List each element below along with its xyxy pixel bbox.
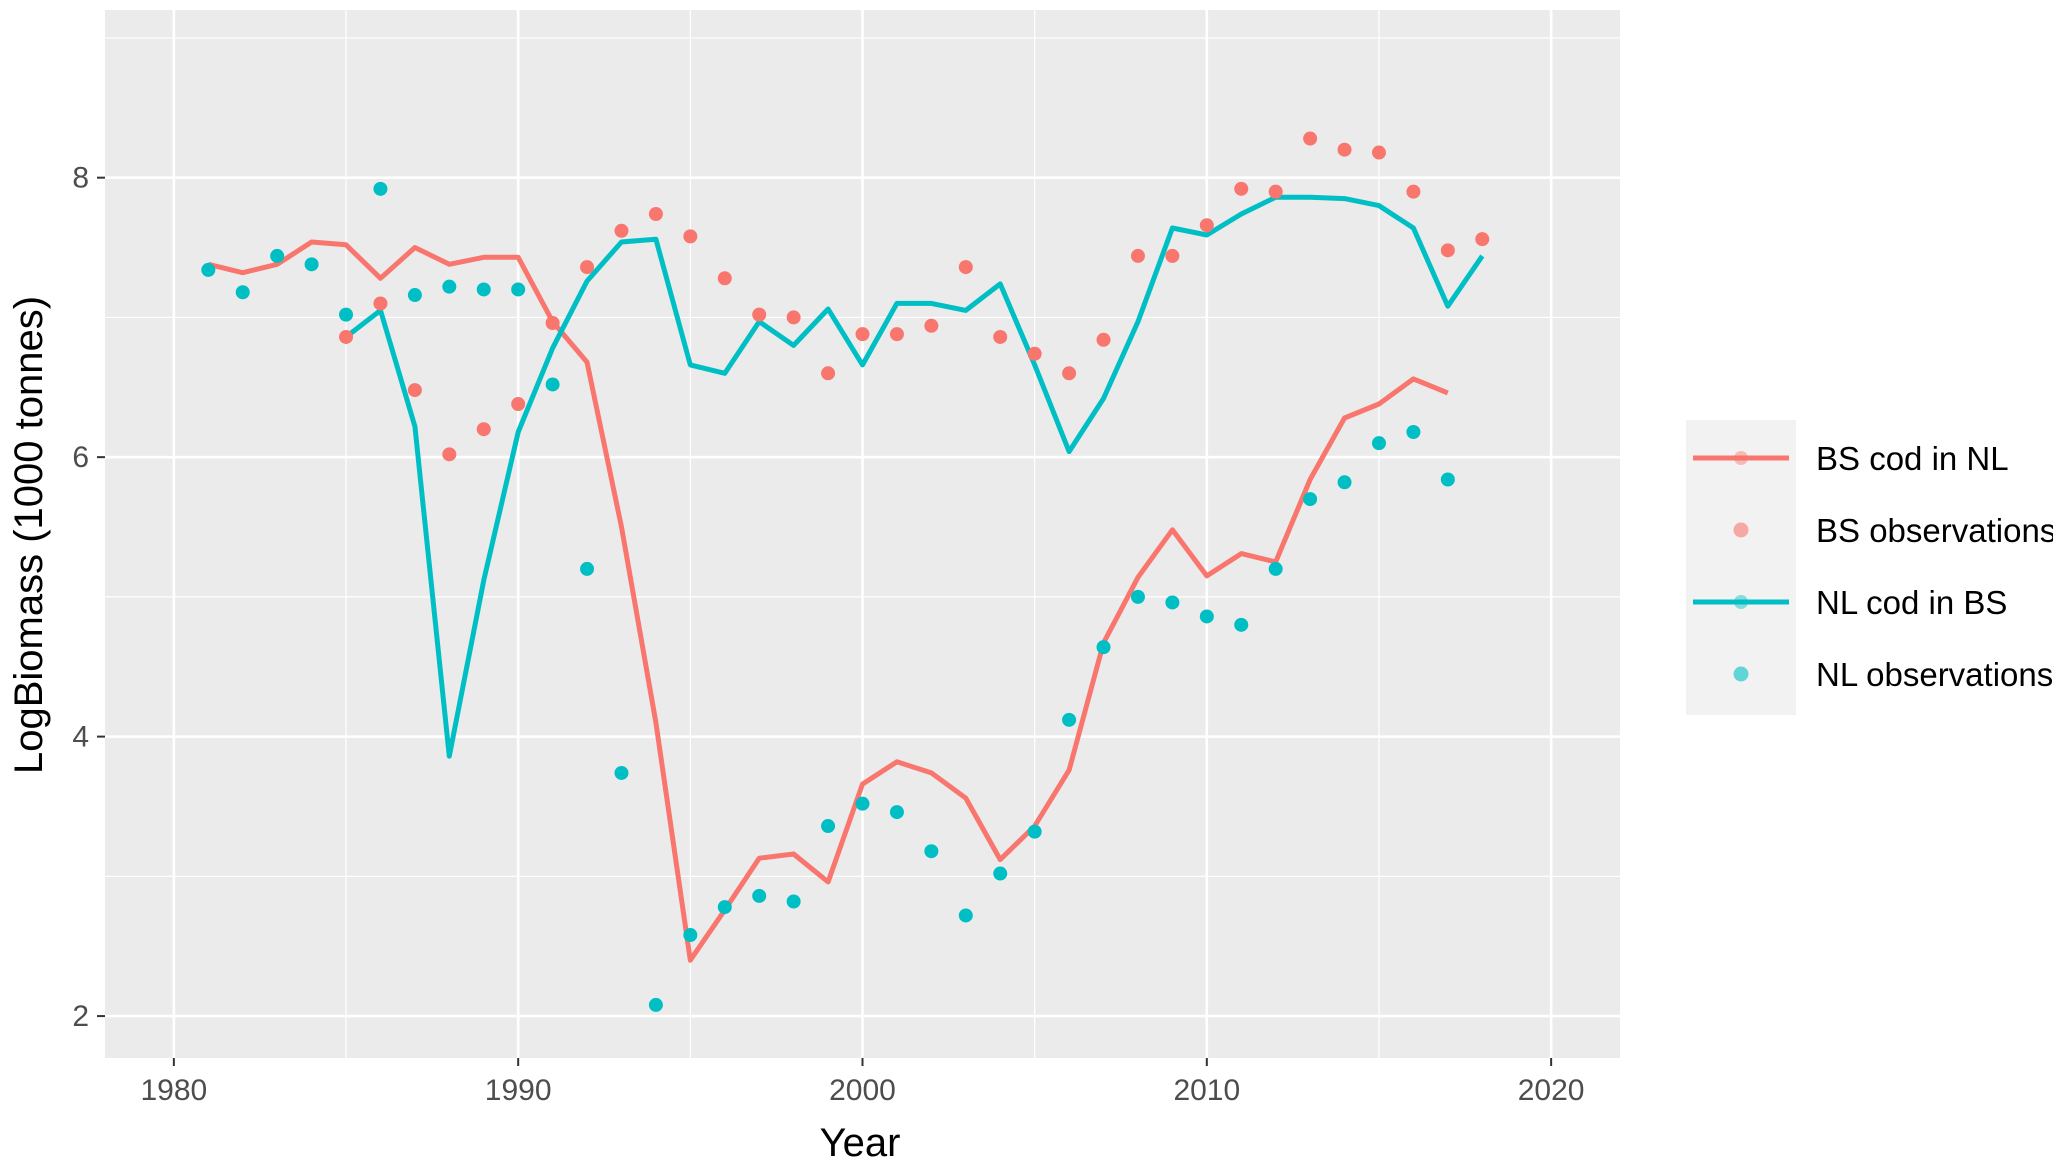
data-point-nl-observations [1303, 492, 1318, 507]
data-point-nl-observations [993, 866, 1008, 881]
x-tick-label: 1990 [485, 1074, 552, 1107]
data-point-nl-observations [1096, 640, 1111, 655]
y-axis-title: LogBiomass (1000 tonnes) [7, 296, 51, 774]
data-point-nl-observations [580, 561, 595, 576]
data-point-nl-observations [683, 928, 698, 943]
data-point-bs-observations [1234, 181, 1249, 196]
data-point-nl-observations [442, 279, 457, 294]
data-point-bs-observations [511, 397, 526, 412]
data-point-bs-observations [476, 422, 491, 437]
data-point-bs-observations [614, 223, 629, 238]
legend-label-bs-observations: BS observations [1816, 512, 2053, 549]
data-point-nl-observations [407, 288, 422, 303]
data-point-nl-observations [270, 248, 285, 263]
legend-label-nl-cod-in-bs: NL cod in BS [1816, 584, 2007, 621]
data-point-bs-observations [1130, 248, 1145, 263]
data-point-bs-observations [339, 329, 354, 344]
data-point-bs-observations [373, 296, 388, 311]
legend-key-background [1686, 420, 1796, 715]
series-line-nl-cod-in-bs [344, 194, 1485, 759]
x-tick-label: 2020 [1518, 1074, 1585, 1107]
data-point-bs-observations [958, 260, 973, 275]
data-point-nl-observations [1371, 436, 1386, 451]
y-axis: 2 4 6 8 [72, 162, 105, 1033]
data-point-bs-observations [1027, 346, 1042, 361]
data-point-nl-observations [304, 257, 319, 272]
data-point-nl-observations [339, 307, 354, 322]
data-point-bs-observations [1199, 218, 1214, 233]
legend: BS cod in NL BS observations NL cod in BS N… [1686, 420, 2053, 715]
data-point-bs-observations [1475, 232, 1490, 247]
data-point-nl-observations [1062, 712, 1077, 727]
data-point-bs-observations [889, 327, 904, 342]
data-point-nl-observations [1199, 609, 1214, 624]
data-point-nl-observations [786, 894, 801, 909]
data-point-nl-observations [1130, 589, 1145, 604]
data-point-nl-observations [235, 285, 250, 300]
data-point-bs-observations [1303, 131, 1318, 146]
data-point-bs-observations [545, 316, 560, 331]
data-point-bs-observations [717, 271, 732, 286]
data-point-bs-observations [993, 329, 1008, 344]
data-point-nl-observations [614, 765, 629, 780]
data-point-nl-observations [1165, 595, 1180, 610]
data-point-nl-observations [373, 181, 388, 196]
data-point-bs-observations [1440, 243, 1455, 258]
data-point-bs-observations [1268, 184, 1283, 199]
data-point-bs-observations [580, 260, 595, 275]
x-axis-title: Year [820, 1121, 901, 1165]
legend-key-dot-bs-cod-in-nl [1734, 451, 1748, 465]
data-point-bs-observations [1096, 332, 1111, 347]
data-point-bs-observations [752, 307, 767, 322]
legend-label-bs-cod-in-nl: BS cod in NL [1816, 440, 2009, 477]
y-tick-label: 2 [72, 1000, 89, 1033]
data-point-nl-observations [752, 888, 767, 903]
data-point-nl-observations [821, 819, 836, 834]
data-point-nl-observations [717, 900, 732, 915]
data-point-nl-observations [511, 282, 526, 297]
data-point-nl-observations [1337, 475, 1352, 490]
data-point-nl-observations [545, 377, 560, 392]
data-point-bs-observations [1337, 142, 1352, 157]
data-point-nl-observations [1406, 424, 1421, 439]
data-point-bs-observations [407, 383, 422, 398]
data-point-bs-observations [442, 447, 457, 462]
data-point-bs-observations [1371, 145, 1386, 160]
x-axis: 1980 1990 2000 2010 2020 [140, 1058, 1585, 1107]
y-tick-label: 6 [72, 441, 89, 474]
data-point-bs-observations [1062, 366, 1077, 381]
data-point-nl-observations [1268, 561, 1283, 576]
data-point-nl-observations [958, 908, 973, 923]
y-tick-label: 4 [72, 721, 89, 754]
data-point-nl-observations [855, 796, 870, 811]
legend-key-dot-nl-cod-in-bs [1734, 595, 1748, 609]
data-point-nl-observations [1440, 472, 1455, 487]
data-point-bs-observations [924, 318, 939, 333]
data-point-nl-observations [1234, 617, 1249, 632]
data-point-nl-observations [476, 282, 491, 297]
x-tick-label: 2000 [829, 1074, 896, 1107]
data-point-bs-observations [821, 366, 836, 381]
series-line-bs-cod-in-nl [207, 239, 1449, 963]
legend-label-nl-observations: NL observations [1816, 656, 2053, 693]
data-point-nl-observations [201, 262, 216, 277]
data-point-bs-observations [683, 229, 698, 244]
data-point-bs-observations [648, 207, 663, 222]
series-layer [201, 131, 1490, 1012]
data-point-bs-observations [1165, 248, 1180, 263]
legend-key-point-nl-observations [1733, 666, 1749, 682]
data-point-nl-observations [889, 805, 904, 820]
gridlines [105, 10, 1620, 1058]
data-point-bs-observations [786, 310, 801, 325]
data-point-nl-observations [924, 844, 939, 859]
data-point-bs-observations [1406, 184, 1421, 199]
legend-key-point-bs-observations [1733, 522, 1749, 538]
data-point-nl-observations [648, 997, 663, 1012]
x-tick-label: 2010 [1173, 1074, 1240, 1107]
data-point-nl-observations [1027, 824, 1042, 839]
x-tick-label: 1980 [140, 1074, 207, 1107]
y-tick-label: 8 [72, 162, 89, 195]
data-point-bs-observations [855, 327, 870, 342]
